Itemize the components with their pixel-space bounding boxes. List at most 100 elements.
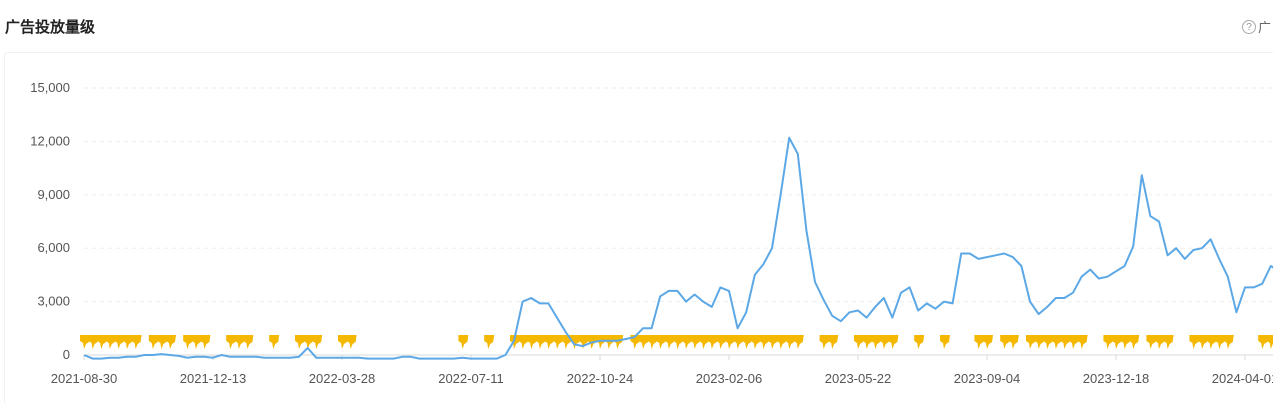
event-marker[interactable] (1069, 335, 1079, 349)
event-marker[interactable] (1077, 335, 1088, 349)
event-marker[interactable] (527, 335, 538, 349)
event-marker[interactable] (1206, 335, 1217, 349)
event-marker[interactable] (733, 335, 744, 349)
help-label[interactable]: 广 (1257, 20, 1271, 35)
event-marker[interactable] (312, 335, 323, 349)
event-marker[interactable] (1000, 335, 1011, 349)
event-marker[interactable] (785, 335, 796, 349)
event-marker[interactable] (604, 335, 615, 349)
event-marker[interactable] (131, 335, 142, 349)
event-marker[interactable] (639, 335, 649, 349)
event-marker[interactable] (690, 335, 701, 349)
event-marker[interactable] (303, 335, 314, 349)
event-marker[interactable] (759, 335, 770, 349)
event-marker[interactable] (295, 335, 305, 349)
event-marker[interactable] (1060, 335, 1071, 349)
event-marker[interactable] (578, 335, 589, 349)
event-marker[interactable] (596, 335, 606, 349)
event-marker[interactable] (535, 335, 546, 349)
event-marker[interactable] (613, 335, 624, 349)
event-marker[interactable] (1120, 335, 1131, 349)
event-marker[interactable] (716, 335, 727, 349)
event-marker[interactable] (974, 335, 985, 349)
event-marker[interactable] (656, 335, 667, 349)
event-marker[interactable] (940, 335, 950, 349)
x-tick-label: 2024-04-01 (1212, 371, 1273, 386)
event-marker[interactable] (269, 335, 280, 349)
event-marker[interactable] (226, 335, 237, 349)
event-marker[interactable] (819, 335, 830, 349)
event-marker[interactable] (1215, 335, 1226, 349)
event-marker[interactable] (862, 335, 873, 349)
event-marker[interactable] (200, 335, 211, 349)
event-marker[interactable] (553, 335, 563, 349)
event-marker[interactable] (699, 335, 710, 349)
event-marker[interactable] (707, 335, 718, 349)
event-marker[interactable] (1163, 335, 1174, 349)
event-marker[interactable] (1026, 335, 1036, 349)
event-marker[interactable] (879, 335, 890, 349)
event-marker[interactable] (1189, 335, 1200, 349)
event-marker[interactable] (148, 335, 159, 349)
event-marker[interactable] (750, 335, 761, 349)
event-marker[interactable] (1146, 335, 1157, 349)
event-marker[interactable] (123, 335, 133, 349)
event-marker[interactable] (888, 335, 899, 349)
event-marker[interactable] (1198, 335, 1208, 349)
chart-card: 0 3,000 6,000 9,000 12,000 15,000 2021-08-30 2… (4, 52, 1273, 403)
event-marker[interactable] (1043, 335, 1054, 349)
event-marker[interactable] (97, 335, 108, 349)
event-marker[interactable] (114, 335, 125, 349)
event-marker[interactable] (484, 335, 495, 349)
event-marker[interactable] (647, 335, 658, 349)
x-tick-label: 2021-12-13 (180, 371, 247, 386)
x-tick-label: 2023-09-04 (954, 371, 1021, 386)
event-marker[interactable] (346, 335, 357, 349)
event-marker[interactable] (682, 335, 692, 349)
header: 广告投放量级 ? 广 (0, 0, 1273, 52)
event-marker[interactable] (664, 335, 675, 349)
event-marker[interactable] (570, 335, 581, 349)
x-tick-label: 2023-05-22 (825, 371, 892, 386)
event-marker[interactable] (243, 335, 254, 349)
event-marker[interactable] (1258, 335, 1269, 349)
event-marker[interactable] (1129, 335, 1140, 349)
event-marker[interactable] (983, 335, 993, 349)
event-marker[interactable] (88, 335, 99, 349)
event-marker[interactable] (725, 335, 735, 349)
event-marker[interactable] (854, 335, 864, 349)
event-marker[interactable] (871, 335, 882, 349)
event-marker[interactable] (510, 335, 520, 349)
y-tick-label: 6,000 (37, 240, 70, 255)
event-marker[interactable] (234, 335, 245, 349)
event-marker[interactable] (768, 335, 778, 349)
event-marker[interactable] (1266, 335, 1273, 349)
event-marker[interactable] (1103, 335, 1114, 349)
event-marker[interactable] (1112, 335, 1122, 349)
y-tick-label: 3,000 (37, 294, 70, 309)
event-marker[interactable] (458, 335, 469, 349)
event-marker[interactable] (157, 335, 168, 349)
event-marker[interactable] (518, 335, 529, 349)
event-marker[interactable] (1034, 335, 1045, 349)
question-circle-icon[interactable]: ? (1241, 19, 1256, 34)
event-marker[interactable] (673, 335, 684, 349)
x-axis: 2021-08-30 2021-12-13 2022-03-28 2022-07-11… (51, 355, 1273, 386)
event-marker[interactable] (183, 335, 194, 349)
event-marker[interactable] (105, 335, 116, 349)
event-marker[interactable] (793, 335, 804, 349)
event-marker[interactable] (828, 335, 839, 349)
event-marker[interactable] (1008, 335, 1019, 349)
event-marker[interactable] (166, 335, 176, 349)
event-marker[interactable] (544, 335, 555, 349)
event-marker[interactable] (1155, 335, 1165, 349)
event-marker[interactable] (80, 335, 90, 349)
event-marker[interactable] (1051, 335, 1062, 349)
help-link[interactable]: ? 广 (1241, 17, 1271, 36)
event-marker[interactable] (742, 335, 753, 349)
event-marker[interactable] (338, 335, 348, 349)
event-marker[interactable] (1223, 335, 1234, 349)
event-marker[interactable] (776, 335, 787, 349)
event-marker[interactable] (914, 335, 925, 349)
event-marker[interactable] (191, 335, 202, 349)
